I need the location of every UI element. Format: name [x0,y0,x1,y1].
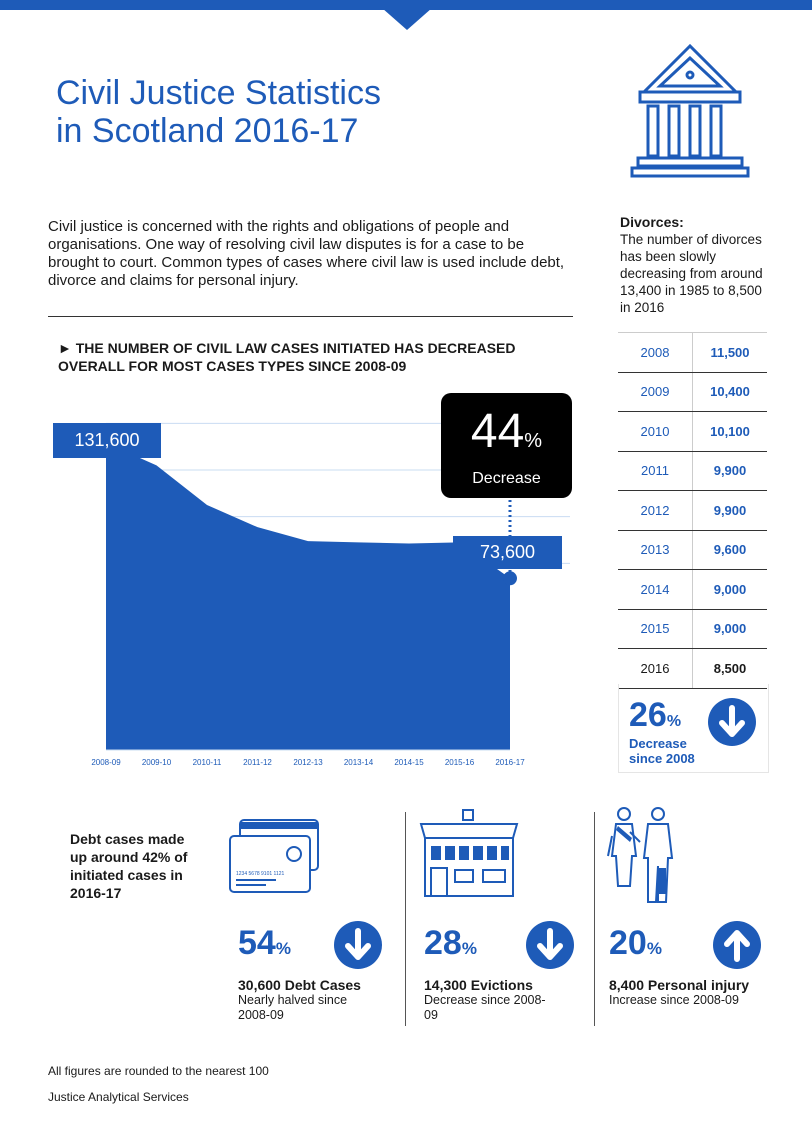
top-bar [0,0,812,10]
stat-injury-pct-number: 20 [609,924,647,962]
divorces-title: Divorces: [620,214,684,230]
credit-card-icon: 1234 5678 9101 1121 [229,819,319,893]
divorces-pct-number: 26 [629,696,667,734]
divorces-year: 2013 [618,530,693,569]
divorces-row: 2015 9,000 [618,609,767,649]
down-arrow-icon [526,921,574,969]
x-tick-label: 2010-11 [193,758,222,767]
end-value-label: 73,600 [453,536,562,569]
divorces-year: 2011 [618,451,693,490]
decrease-label: Decrease [472,470,541,487]
divorces-row: 2014 9,000 [618,570,767,610]
decrease-number: 44 [470,405,525,458]
stat-divider-1 [405,812,406,1026]
divorces-decrease-panel: 26% Decrease since 2008 [618,684,769,773]
footnote: All figures are rounded to the nearest 1… [48,1064,269,1078]
stat-injury-pct: 20% [609,924,779,963]
stat-debt-pct-number: 54 [238,924,276,962]
stat-divider-2 [594,812,595,1026]
end-point [503,571,517,586]
x-tick-label: 2009-10 [142,758,172,767]
stat-debt: 54% 30,600 Debt Cases Nearly halved sinc… [238,924,388,1034]
stat-evictions-head: 14,300 Evictions [424,977,533,993]
stat-debt-head: 30,600 Debt Cases [238,977,361,993]
divorces-pct-line-2: since 2008 [629,751,695,766]
stat-evictions: 28% 14,300 Evictions Decrease since 2008… [424,924,584,1034]
stat-evictions-pct-number: 28 [424,924,462,962]
x-tick-label: 2011-12 [243,758,272,767]
divorces-value: 8,500 [713,660,747,676]
stat-debt-pct-unit: % [275,939,291,958]
divorces-year: 2008 [618,333,693,372]
injured-people-icon [607,807,674,903]
divorces-row: 2012 9,900 [618,491,767,531]
start-value-text: 131,600 [74,430,140,450]
up-arrow-icon [713,921,761,969]
x-tick-label: 2013-14 [344,758,374,767]
area-series [106,442,510,750]
divorces-value: 10,400 [710,384,750,400]
x-tick-label: 2008-09 [91,758,121,767]
divorces-pct: 26% [629,696,681,735]
page-title: Civil Justice Statistics in Scotland 201… [56,74,381,150]
stat-debt-sub: Nearly halved since 2008-09 [238,993,348,1022]
x-tick-label: 2015-16 [445,758,475,767]
end-value-text: 73,600 [479,542,536,562]
title-line-1: Civil Justice Statistics [56,74,381,112]
divorces-table: 2008 11,500 2009 10,400 2010 10,100 2011 9,900 2… [618,332,767,689]
divorces-row: 2009 10,400 [618,372,767,412]
divorces-pct-label: Decrease since 2008 [629,736,695,766]
stat-injury-head: 8,400 Personal injury [609,977,750,993]
divorces-value: 10,100 [710,423,750,439]
divorces-row: 2016 8,500 [618,649,767,689]
down-arrow-icon [708,698,756,746]
stat-evictions-pct-unit: % [461,939,477,958]
divider [48,316,573,317]
stat-injury-sub: Increase since 2008-09 [609,993,739,1007]
stat-evictions-sub: Decrease since 2008-09 [424,993,546,1022]
start-value-label: 131,600 [53,423,161,458]
divorces-value: 9,000 [713,581,747,597]
divorces-year: 2015 [618,609,693,648]
divorces-year: 2010 [618,412,693,451]
divorces-value: 11,500 [710,344,750,360]
divorces-row: 2011 9,900 [618,451,767,491]
divorces-value: 9,900 [713,502,747,518]
divorces-year: 2012 [618,491,693,530]
debt-note: Debt cases made up around 42% of initiat… [70,831,188,901]
top-notch [382,8,432,30]
stat-debt-pct: 54% [238,924,388,963]
source: Justice Analytical Services [48,1090,189,1104]
stat-evictions-pct: 28% [424,924,584,963]
down-arrow-icon [334,921,382,969]
card-number-text: 1234 5678 9101 1121 [236,871,285,877]
chart-headline: ► THE NUMBER OF CIVIL LAW CASES INITIATE… [58,340,516,374]
title-line-2: in Scotland 2016-17 [56,112,359,150]
divorces-year: 2009 [618,372,693,411]
divorces-row: 2013 9,600 [618,530,767,570]
area-chart: 2008-09 2009-10 2010-11 2011-12 2012-13 2013-… [91,422,570,767]
decrease-badge: 44% Decrease [441,393,572,498]
divorces-row: 2008 11,500 [618,332,767,373]
decrease-value: 44% [441,407,572,466]
stat-injury-pct-unit: % [646,939,662,958]
divorces-year: 2016 [618,649,693,688]
divorces-text: The number of divorces has been slowly d… [620,232,763,315]
divorces-row: 2010 10,100 [618,412,767,452]
x-tick-label: 2016-17 [495,758,525,767]
decrease-unit: % [524,430,543,452]
x-tick-label: 2012-13 [293,758,323,767]
divorces-value: 9,000 [713,621,747,637]
court-building-icon [630,43,750,178]
divorces-value: 9,600 [713,542,747,558]
x-tick-label: 2014-15 [394,758,424,767]
divorces-pct-unit: % [666,713,682,730]
divorces-pct-line-1: Decrease [629,736,687,751]
divorces-value: 9,900 [713,463,747,479]
intro-text: Civil justice is concerned with the righ… [48,218,565,289]
house-icon [419,809,519,897]
divorces-year: 2014 [618,570,693,609]
stat-personal-injury: 20% 8,400 Personal injury Increase since… [609,924,779,1034]
